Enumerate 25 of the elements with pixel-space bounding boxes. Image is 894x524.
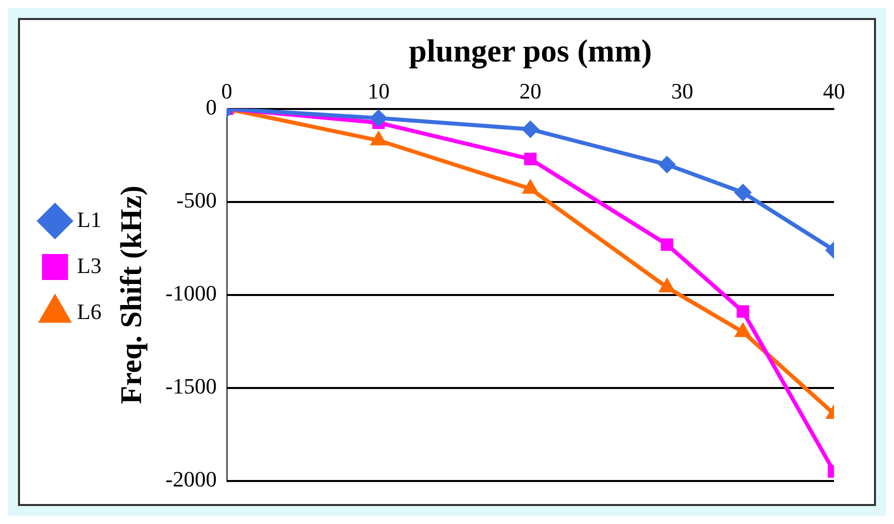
point: [522, 121, 538, 138]
legend-label: L1: [77, 206, 102, 232]
legend-label: L3: [77, 252, 102, 278]
x-tick-label: 40: [823, 78, 845, 104]
legend-label: L6: [77, 298, 102, 324]
point: [659, 156, 676, 173]
point: [370, 110, 387, 126]
y-tick-label: -2000: [165, 466, 217, 492]
x-axis-title: plunger pos (mm): [408, 32, 652, 70]
y-tick-label: -1000: [165, 280, 217, 306]
point: [660, 238, 674, 251]
x-tick-label: 10: [368, 78, 390, 104]
y-tick-label: -1500: [165, 374, 217, 399]
y-axis-title: Freq. Shift (kHz): [115, 185, 148, 404]
x-tick-label: 20: [519, 78, 542, 104]
x-tick-label: 30: [671, 78, 694, 104]
y-tick-label: -500: [176, 188, 217, 213]
point: [523, 180, 538, 194]
x-tick-label: 0: [221, 78, 232, 104]
point: [736, 324, 750, 337]
y-tick-label: 0: [206, 94, 217, 120]
point: [660, 279, 674, 292]
point: [736, 305, 750, 318]
point: [524, 152, 537, 166]
point: [734, 184, 751, 200]
